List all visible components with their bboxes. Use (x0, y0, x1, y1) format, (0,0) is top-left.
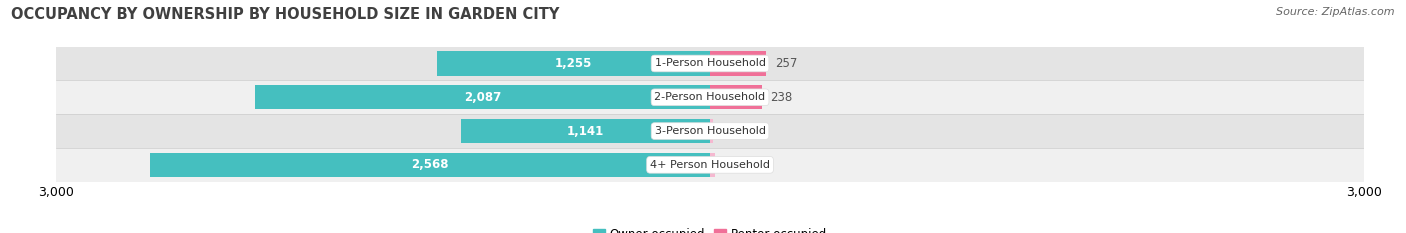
Text: 12: 12 (721, 125, 737, 137)
Bar (56, 47, 1364, 80)
Text: 2,087: 2,087 (464, 91, 502, 104)
Text: Source: ZipAtlas.com: Source: ZipAtlas.com (1277, 7, 1395, 17)
Text: 238: 238 (770, 91, 793, 104)
Text: 2-Person Household: 2-Person Household (654, 92, 766, 102)
Bar (461, 119, 710, 143)
Text: 257: 257 (775, 57, 797, 70)
Bar (710, 85, 762, 110)
Bar (710, 119, 713, 143)
Text: 3-Person Household: 3-Person Household (655, 126, 765, 136)
Bar (256, 85, 710, 110)
Bar (150, 153, 710, 177)
Text: 1,255: 1,255 (554, 57, 592, 70)
Bar (56, 114, 1364, 148)
Text: 21: 21 (723, 158, 738, 171)
Bar (436, 51, 710, 76)
Text: 4+ Person Household: 4+ Person Household (650, 160, 770, 170)
Text: 1,141: 1,141 (567, 125, 605, 137)
Text: 1-Person Household: 1-Person Household (655, 58, 765, 69)
Legend: Owner-occupied, Renter-occupied: Owner-occupied, Renter-occupied (588, 224, 832, 233)
Bar (56, 148, 1364, 182)
Bar (56, 80, 1364, 114)
Bar (710, 153, 714, 177)
Bar (710, 51, 766, 76)
Text: 2,568: 2,568 (412, 158, 449, 171)
Text: OCCUPANCY BY OWNERSHIP BY HOUSEHOLD SIZE IN GARDEN CITY: OCCUPANCY BY OWNERSHIP BY HOUSEHOLD SIZE… (11, 7, 560, 22)
